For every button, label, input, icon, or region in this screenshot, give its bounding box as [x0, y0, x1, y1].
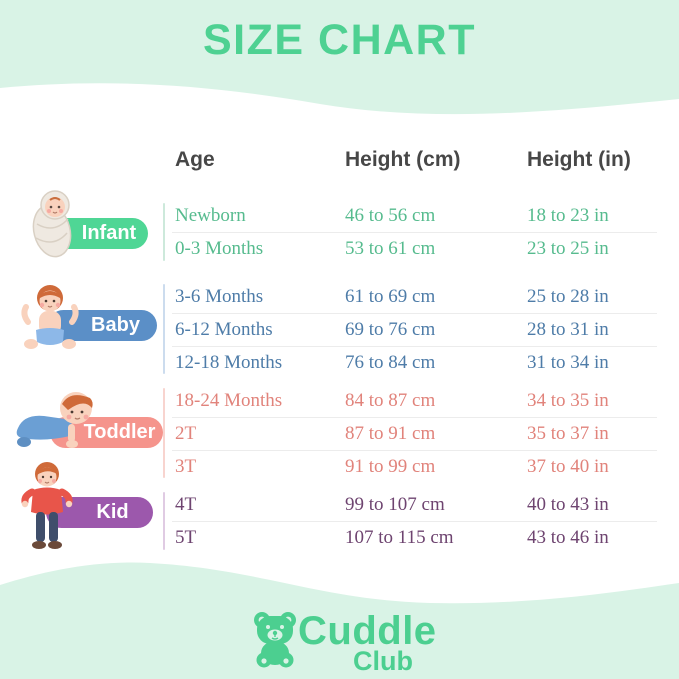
baby-group-divider [163, 284, 165, 374]
height-in-cell: 35 to 37 in [527, 423, 609, 444]
content-card [0, 126, 679, 558]
page-title: SIZE CHART [203, 16, 476, 64]
height-in-cell: 23 to 25 in [527, 238, 609, 259]
age-cell: 2T [175, 423, 197, 444]
height-cm-cell: 69 to 76 cm [345, 319, 436, 340]
height-cm-cell: 76 to 84 cm [345, 352, 436, 373]
toddler-pill-label: Toddler [83, 421, 156, 443]
height-in-cell: 37 to 40 in [527, 456, 609, 477]
height-in-cell: 28 to 31 in [527, 319, 609, 340]
table-row: 6-12 Months 69 to 76 cm 28 to 31 in [172, 313, 657, 346]
height-cm-cell: 61 to 69 cm [345, 286, 436, 307]
age-cell: 6-12 Months [175, 319, 273, 340]
table-row: 12-18 Months 76 to 84 cm 31 to 34 in [172, 346, 657, 379]
table-row: 18-24 Months 84 to 87 cm 34 to 35 in [172, 385, 657, 417]
brand-name: Cuddle [298, 609, 437, 653]
infant-rows: Newborn 46 to 56 cm 18 to 23 in 0-3 Mont… [172, 200, 657, 265]
age-cell: 18-24 Months [175, 390, 283, 411]
height-in-cell: 18 to 23 in [527, 205, 609, 226]
kid-pill-label: Kid [96, 501, 129, 523]
brand-subname: Club [353, 646, 413, 676]
age-cell: 0-3 Months [175, 238, 264, 259]
height-cm-cell: 107 to 115 cm [345, 527, 454, 548]
age-cell: 5T [175, 527, 197, 548]
top-wave-decoration [0, 83, 679, 130]
age-cell: 3T [175, 456, 197, 477]
infant-pill-label: Infant [81, 222, 137, 244]
table-row: Newborn 46 to 56 cm 18 to 23 in [172, 200, 657, 232]
baby-category-pill: Baby [48, 310, 157, 341]
header-height-in: Height (in) [527, 148, 631, 171]
infant-category-pill: Infant [44, 218, 148, 249]
baby-pill-label: Baby [91, 314, 140, 336]
kid-group-divider [163, 492, 165, 550]
height-cm-cell: 99 to 107 cm [345, 494, 445, 515]
height-in-cell: 43 to 46 in [527, 527, 609, 548]
height-in-cell: 40 to 43 in [527, 494, 609, 515]
toddler-group-divider [163, 388, 165, 478]
baby-rows: 3-6 Months 61 to 69 cm 25 to 28 in 6-12 … [172, 281, 657, 379]
table-row: 4T 99 to 107 cm 40 to 43 in [172, 489, 657, 521]
table-row: 3-6 Months 61 to 69 cm 25 to 28 in [172, 281, 657, 313]
height-cm-cell: 91 to 99 cm [345, 456, 436, 477]
kid-category-pill: Kid [46, 497, 153, 528]
table-row: 3T 91 to 99 cm 37 to 40 in [172, 450, 657, 483]
teddy-bear-icon [254, 612, 296, 668]
table-row: 0-3 Months 53 to 61 cm 23 to 25 in [172, 232, 657, 265]
height-cm-cell: 46 to 56 cm [345, 205, 436, 226]
table-row: 5T 107 to 115 cm 43 to 46 in [172, 521, 657, 554]
height-in-cell: 34 to 35 in [527, 390, 609, 411]
bottom-wave-decoration [0, 556, 679, 604]
age-cell: 4T [175, 494, 197, 515]
table-header-row: Age Height (cm) Height (in) [172, 148, 657, 172]
kid-rows: 4T 99 to 107 cm 40 to 43 in 5T 107 to 11… [172, 489, 657, 554]
height-cm-cell: 84 to 87 cm [345, 390, 436, 411]
toddler-rows: 18-24 Months 84 to 87 cm 34 to 35 in 2T … [172, 385, 657, 483]
age-cell: 12-18 Months [175, 352, 283, 373]
infant-group-divider [163, 203, 165, 261]
height-cm-cell: 87 to 91 cm [345, 423, 436, 444]
age-cell: Newborn [175, 205, 246, 226]
header-age: Age [175, 148, 215, 171]
height-in-cell: 25 to 28 in [527, 286, 609, 307]
age-cell: 3-6 Months [175, 286, 264, 307]
height-cm-cell: 53 to 61 cm [345, 238, 436, 259]
table-row: 2T 87 to 91 cm 35 to 37 in [172, 417, 657, 450]
height-in-cell: 31 to 34 in [527, 352, 609, 373]
header-height-cm: Height (cm) [345, 148, 461, 171]
toddler-category-pill: Toddler [50, 417, 163, 448]
